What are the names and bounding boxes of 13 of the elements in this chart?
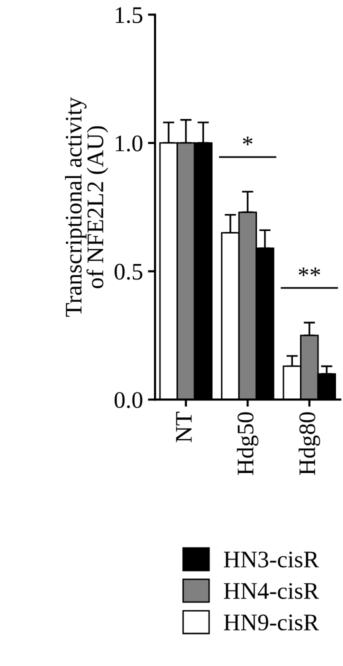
- legend-label: HN3-cisR: [224, 552, 319, 568]
- y-axis-title: Transcriptional activity of NFE2L2 (AU): [65, 97, 108, 317]
- legend-label: HN4-cisR: [224, 583, 319, 599]
- y-tick-label: 0.0: [114, 392, 142, 408]
- annotation: *: [242, 136, 252, 146]
- y-tick-label: 1.0: [116, 135, 142, 152]
- y-tick-label: 0.5: [114, 264, 142, 280]
- legend-label: HN9-cisR: [224, 614, 319, 630]
- y-tick-label: 1.5: [116, 7, 142, 24]
- annotation: **: [298, 267, 320, 276]
- x-tick-label: NT: [176, 412, 192, 442]
- x-tick-label: Hdg80: [298, 412, 320, 475]
- x-tick-label: Hdg50: [236, 412, 258, 475]
